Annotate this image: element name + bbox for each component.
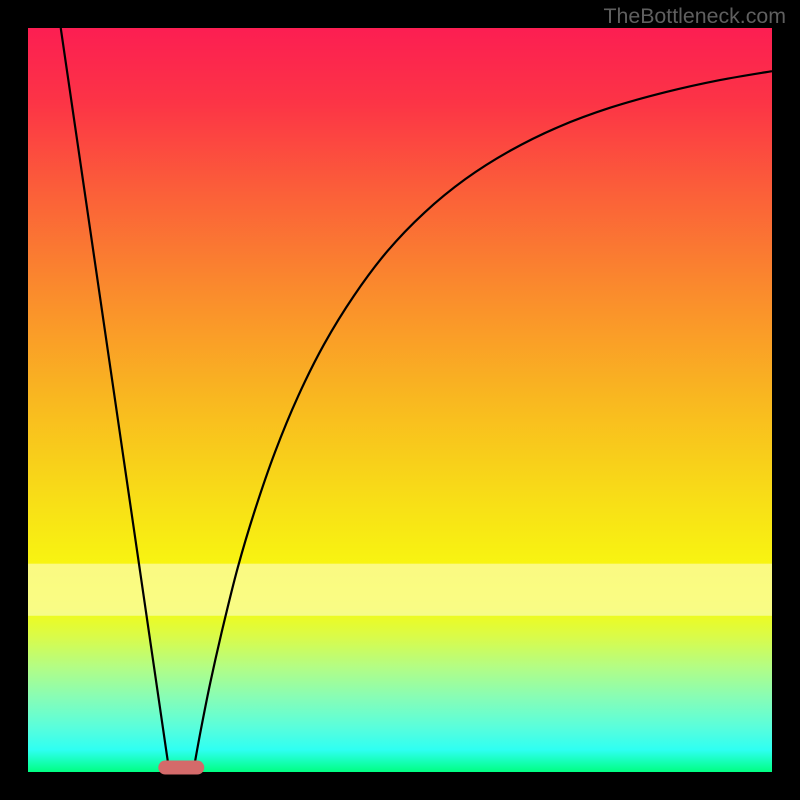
gradient-background: [28, 28, 772, 772]
watermark-text: TheBottleneck.com: [603, 4, 786, 29]
bottleneck-chart: [0, 0, 800, 800]
optimal-marker: [158, 761, 204, 775]
chart-container: TheBottleneck.com: [0, 0, 800, 800]
